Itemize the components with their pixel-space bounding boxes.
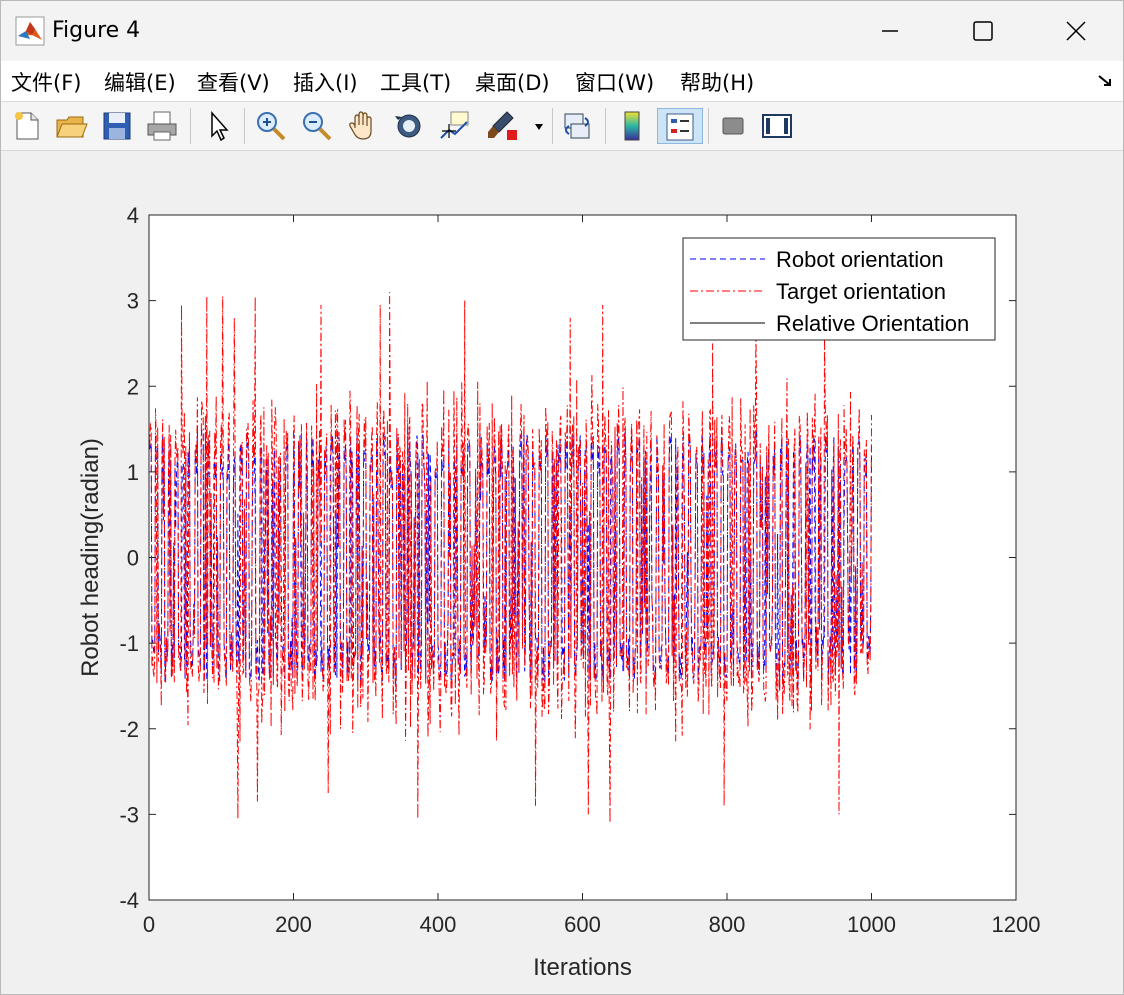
menu-help[interactable]: 帮助(H) (680, 71, 755, 95)
maximize-icon (973, 21, 993, 41)
open-file-icon (56, 116, 88, 138)
pan-hand-icon (349, 111, 372, 140)
y-tick-label: 4 (127, 203, 139, 228)
menu-bar: 文件(F) 编辑(E) 查看(V) 插入(I) 工具(T) 桌面(D) 窗口(W… (1, 61, 1123, 102)
legend-label-1: Robot orientation (776, 247, 944, 272)
y-tick-label: 1 (127, 460, 139, 485)
x-tick-label: 200 (275, 912, 312, 937)
minimize-icon (882, 30, 898, 32)
show-plot-tools-icon (762, 114, 792, 138)
data-cursor-icon (440, 111, 469, 139)
brush-button[interactable] (485, 108, 521, 144)
toolbar-separator (190, 108, 191, 144)
hide-plot-tools-button[interactable] (715, 108, 751, 144)
toolbar-separator (244, 108, 245, 144)
new-figure-icon (15, 112, 39, 140)
legend-label-3: Relative Orientation (776, 311, 969, 336)
menu-tools[interactable]: 工具(T) (380, 71, 452, 95)
y-tick-label: -4 (119, 888, 139, 913)
x-tick-label: 800 (709, 912, 746, 937)
close-icon (1066, 21, 1086, 41)
colorbar-icon (624, 111, 640, 141)
print-icon (147, 111, 177, 141)
brush-dropdown-icon[interactable] (533, 122, 545, 132)
open-file-button[interactable] (53, 108, 89, 144)
y-tick-label: -2 (119, 717, 139, 742)
x-tick-label: 400 (420, 912, 457, 937)
menu-file[interactable]: 文件(F) (11, 71, 82, 95)
plot-svg[interactable]: 0 200 400 600 800 1000 1200 -4 -3 -2 -1 0 1 2 3 4 Iterat… (1, 151, 1123, 994)
new-figure-button[interactable] (9, 108, 45, 144)
zoom-out-button[interactable] (299, 108, 335, 144)
save-icon (103, 112, 131, 140)
x-axis-label: Iterations (533, 954, 632, 981)
y-tick-label: 2 (127, 374, 139, 399)
rotate-3d-icon (395, 114, 421, 138)
y-tick-label: -1 (119, 631, 139, 656)
toolbar-separator (708, 108, 709, 144)
hide-plot-tools-icon (722, 117, 744, 135)
figure-canvas: 0 200 400 600 800 1000 1200 -4 -3 -2 -1 0 1 2 3 4 Iterat… (1, 151, 1123, 994)
show-plot-tools-button[interactable] (759, 108, 795, 144)
close-button[interactable] (1056, 13, 1096, 49)
zoom-in-button[interactable] (253, 108, 289, 144)
dock-arrow-icon[interactable] (1095, 71, 1115, 91)
y-tick-label: -3 (119, 802, 139, 827)
menu-window[interactable]: 窗口(W) (575, 71, 655, 95)
figure-toolbar (1, 102, 1123, 151)
legend-button[interactable] (657, 108, 703, 144)
menu-view[interactable]: 查看(V) (197, 71, 270, 95)
data-cursor-button[interactable] (437, 108, 473, 144)
x-tick-label: 600 (564, 912, 601, 937)
series-target-orientation (148, 292, 872, 823)
rotate-button[interactable] (391, 108, 427, 144)
menu-desktop[interactable]: 桌面(D) (475, 71, 550, 95)
legend-label-2: Target orientation (776, 279, 946, 304)
menu-edit[interactable]: 编辑(E) (104, 71, 176, 95)
maximize-button[interactable] (963, 13, 1003, 49)
title-bar[interactable]: Figure 4 (1, 1, 1123, 61)
x-tick-label: 1000 (847, 912, 896, 937)
x-tick-label: 1200 (992, 912, 1041, 937)
zoom-in-icon (257, 112, 286, 141)
colorbar-button[interactable] (614, 108, 650, 144)
link-plot-icon (564, 113, 590, 139)
y-axis-label: Robot heading(radian) (77, 438, 104, 677)
x-tick-label: 0 (143, 912, 155, 937)
matlab-logo-icon (15, 16, 45, 46)
y-tick-label: 3 (127, 289, 139, 314)
window-title: Figure 4 (52, 18, 141, 43)
link-plot-button[interactable] (559, 108, 595, 144)
toolbar-separator (552, 108, 553, 144)
save-button[interactable] (99, 108, 135, 144)
pan-button[interactable] (345, 108, 381, 144)
y-tick-label: 0 (127, 546, 139, 571)
menu-insert[interactable]: 插入(I) (293, 71, 358, 95)
pointer-icon (211, 111, 229, 142)
toolbar-separator (605, 108, 606, 144)
legend-icon (666, 113, 694, 141)
print-button[interactable] (144, 108, 180, 144)
zoom-out-icon (303, 112, 332, 141)
pointer-button[interactable] (201, 108, 237, 144)
brush-icon (488, 111, 517, 140)
minimize-button[interactable] (869, 13, 909, 49)
